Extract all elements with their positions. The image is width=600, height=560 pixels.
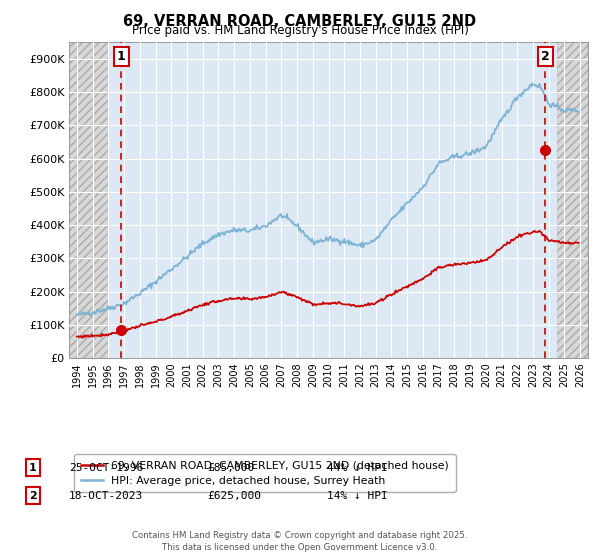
Text: 25-OCT-1996: 25-OCT-1996 [69,463,143,473]
Text: 44% ↓ HPI: 44% ↓ HPI [327,463,388,473]
Text: 1: 1 [29,463,37,473]
Text: 2: 2 [29,491,37,501]
Text: 69, VERRAN ROAD, CAMBERLEY, GU15 2ND: 69, VERRAN ROAD, CAMBERLEY, GU15 2ND [124,14,476,29]
Text: Price paid vs. HM Land Registry's House Price Index (HPI): Price paid vs. HM Land Registry's House … [131,24,469,37]
Text: 2: 2 [541,50,550,63]
Text: 14% ↓ HPI: 14% ↓ HPI [327,491,388,501]
Legend: 69, VERRAN ROAD, CAMBERLEY, GU15 2ND (detached house), HPI: Average price, detac: 69, VERRAN ROAD, CAMBERLEY, GU15 2ND (de… [74,454,455,492]
Bar [69,42,109,358]
Text: 18-OCT-2023: 18-OCT-2023 [69,491,143,501]
Bar [557,42,588,358]
Text: £625,000: £625,000 [207,491,261,501]
Text: 1: 1 [116,50,125,63]
Text: Contains HM Land Registry data © Crown copyright and database right 2025.
This d: Contains HM Land Registry data © Crown c… [132,531,468,552]
Text: £85,000: £85,000 [207,463,254,473]
Bar [109,42,557,358]
